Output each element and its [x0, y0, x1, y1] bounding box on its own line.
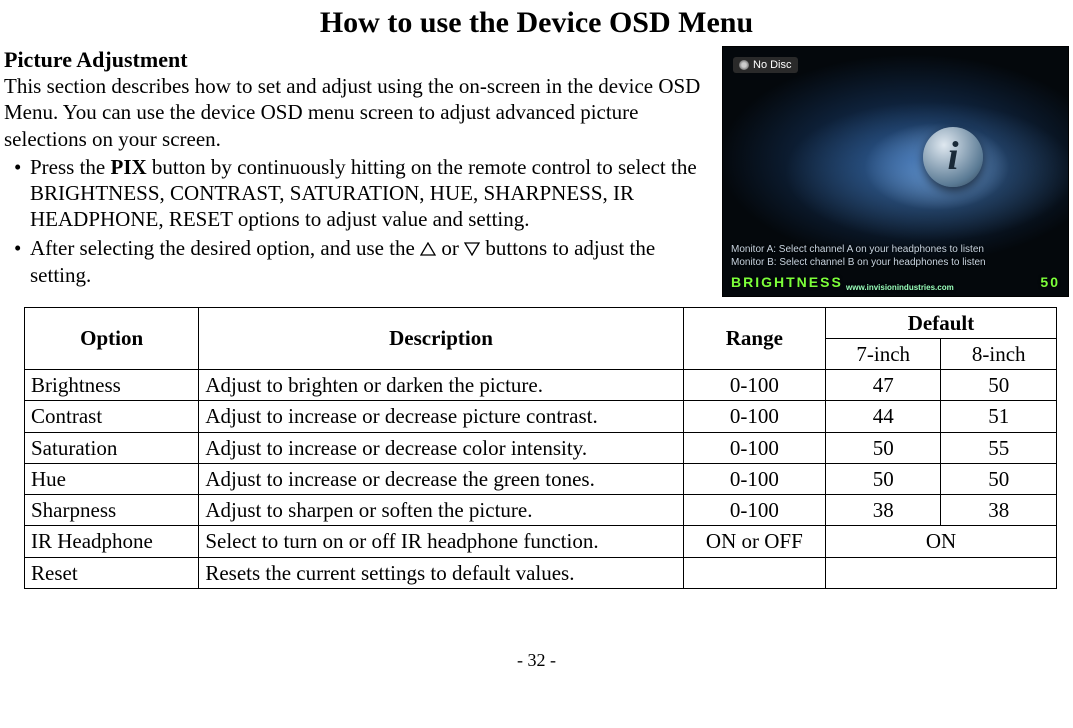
table-header-row1: Option Description Range Default [25, 307, 1057, 338]
info-logo-icon: i [923, 127, 983, 187]
options-table: Option Description Range Default 7-inch … [24, 307, 1057, 589]
cell-default-8: 55 [941, 432, 1057, 463]
col-description: Description [199, 307, 683, 370]
col-default: Default [825, 307, 1056, 338]
intro-text: This section describes how to set and ad… [4, 73, 710, 152]
osd-brightness-value: 50 [1040, 274, 1060, 290]
table-row: HueAdjust to increase or decrease the gr… [25, 463, 1057, 494]
triangle-up-icon [420, 236, 436, 262]
table-row: BrightnessAdjust to brighten or darken t… [25, 370, 1057, 401]
osd-screenshot: No Disc i Monitor A: Select channel A on… [722, 46, 1069, 297]
page-number: - 32 - [4, 649, 1069, 672]
cell-description: Adjust to increase or decrease color int… [199, 432, 683, 463]
cell-default-8: 51 [941, 401, 1057, 432]
pix-label: PIX [111, 155, 147, 179]
table-row: ContrastAdjust to increase or decrease p… [25, 401, 1057, 432]
cell-default-8: 50 [941, 463, 1057, 494]
osd-brightness-row: BRIGHTNESS 50 www.invisionindustries.com [731, 274, 1060, 290]
col-8inch: 8-inch [941, 338, 1057, 369]
bullet2-mid: or [436, 236, 464, 260]
cell-option: Saturation [25, 432, 199, 463]
bullet1-pre: Press the [30, 155, 111, 179]
cell-description: Adjust to increase or decrease the green… [199, 463, 683, 494]
cell-option: Reset [25, 557, 199, 588]
cell-default-merged: ON [825, 526, 1056, 557]
disc-icon [739, 60, 749, 70]
cell-description: Adjust to increase or decrease picture c… [199, 401, 683, 432]
triangle-down-icon [464, 236, 480, 262]
col-7inch: 7-inch [825, 338, 940, 369]
cell-description: Adjust to brighten or darken the picture… [199, 370, 683, 401]
cell-default-7: 50 [825, 463, 940, 494]
osd-line-a: Monitor A: Select channel A on your head… [731, 244, 1060, 255]
cell-range: 0-100 [683, 495, 825, 526]
cell-description: Adjust to sharpen or soften the picture. [199, 495, 683, 526]
cell-description: Select to turn on or off IR headphone fu… [199, 526, 683, 557]
no-disc-badge: No Disc [733, 57, 798, 73]
cell-option: Hue [25, 463, 199, 494]
cell-range: ON or OFF [683, 526, 825, 557]
cell-default-7: 47 [825, 370, 940, 401]
page-title: How to use the Device OSD Menu [4, 4, 1069, 42]
cell-range: 0-100 [683, 401, 825, 432]
cell-range: 0-100 [683, 370, 825, 401]
table-row: ResetResets the current settings to defa… [25, 557, 1057, 588]
cell-description: Resets the current settings to default v… [199, 557, 683, 588]
cell-default-7: 38 [825, 495, 940, 526]
bullet-adjust: After selecting the desired option, and … [4, 235, 710, 289]
col-option: Option [25, 307, 199, 370]
cell-option: Sharpness [25, 495, 199, 526]
table-row: SaturationAdjust to increase or decrease… [25, 432, 1057, 463]
osd-brightness-label: BRIGHTNESS [731, 274, 843, 290]
cell-option: Contrast [25, 401, 199, 432]
table-row: IR HeadphoneSelect to turn on or off IR … [25, 526, 1057, 557]
cell-default-7: 44 [825, 401, 940, 432]
cell-range: 0-100 [683, 432, 825, 463]
bullet2-pre: After selecting the desired option, and … [30, 236, 420, 260]
cell-range: 0-100 [683, 463, 825, 494]
no-disc-label: No Disc [753, 59, 792, 71]
cell-option: IR Headphone [25, 526, 199, 557]
osd-url: www.invisionindustries.com [846, 283, 954, 292]
cell-range [683, 557, 825, 588]
col-range: Range [683, 307, 825, 370]
cell-option: Brightness [25, 370, 199, 401]
cell-default-8: 50 [941, 370, 1057, 401]
section-heading: Picture Adjustment [4, 46, 710, 74]
cell-default-7: 50 [825, 432, 940, 463]
osd-monitor-lines: Monitor A: Select channel A on your head… [731, 244, 1060, 270]
intro-block: Picture Adjustment This section describe… [4, 46, 1069, 297]
cell-default-merged [825, 557, 1056, 588]
bullet-pix: Press the PIX button by continuously hit… [4, 154, 710, 233]
osd-line-b: Monitor B: Select channel B on your head… [731, 257, 1060, 268]
table-row: SharpnessAdjust to sharpen or soften the… [25, 495, 1057, 526]
cell-default-8: 38 [941, 495, 1057, 526]
